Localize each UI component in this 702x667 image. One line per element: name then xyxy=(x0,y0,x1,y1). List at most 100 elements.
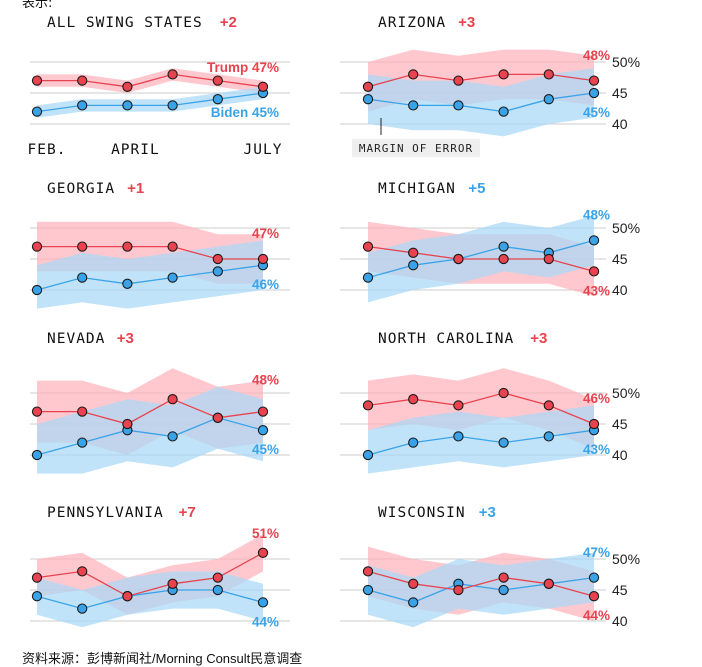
biden-point xyxy=(77,437,88,448)
trump-point xyxy=(543,400,554,411)
trump-point xyxy=(408,578,419,589)
panel-georgia: GEORGIA +1 47% 46% xyxy=(30,180,290,309)
trump-point xyxy=(122,241,133,252)
trump-point xyxy=(167,394,178,405)
lead-margin-label: +7 xyxy=(179,504,196,521)
y-tick-label: 50% xyxy=(612,54,640,70)
trump-point xyxy=(122,81,133,92)
lead-margin-label: +3 xyxy=(117,330,134,347)
biden-margin-band xyxy=(37,571,263,628)
biden-point xyxy=(362,94,374,105)
trump-end-label: 44% xyxy=(583,608,610,623)
trump-point xyxy=(167,241,178,252)
trump-point xyxy=(31,406,43,417)
source-note: 资料来源：彭博新闻社/Morning Consult民意调查 xyxy=(22,651,303,666)
trump-point xyxy=(453,75,464,86)
trump-point xyxy=(588,75,600,86)
trump-end-label: 48% xyxy=(252,373,279,388)
trump-point xyxy=(453,584,464,596)
trump-line xyxy=(367,392,595,425)
lead-margin-label: +3 xyxy=(458,14,475,31)
trump-point xyxy=(408,247,419,258)
biden-point xyxy=(408,100,419,111)
biden-point xyxy=(212,266,223,277)
x-tick-label: APRIL xyxy=(111,142,160,158)
biden-point xyxy=(588,235,600,246)
panel-north-carolina: 50% 45 40 NORTH CAROLINA +3 46% 43% xyxy=(340,330,640,474)
biden-point xyxy=(588,572,600,583)
trump-margin-band xyxy=(368,368,594,449)
panel-title: ARIZONA xyxy=(378,15,446,31)
biden-point xyxy=(453,100,464,111)
biden-margin-band xyxy=(37,240,263,309)
biden-point xyxy=(122,100,133,111)
panel-title: GEORGIA xyxy=(47,181,115,197)
trump-line xyxy=(37,73,264,88)
lead-margin-label: +5 xyxy=(468,180,485,197)
lead-margin-label: +1 xyxy=(127,180,144,197)
trump-point xyxy=(543,69,554,80)
trump-point xyxy=(362,241,374,252)
x-tick-label: FEB. xyxy=(28,142,67,158)
y-tick-label: 50% xyxy=(612,220,640,236)
trump-end-label: 46% xyxy=(583,391,610,406)
trump-line xyxy=(367,570,595,597)
biden-end-label: 48% xyxy=(583,208,610,223)
biden-point xyxy=(31,284,43,296)
trump-point xyxy=(453,400,464,411)
biden-point xyxy=(257,425,269,436)
trump-line xyxy=(367,245,595,273)
y-tick-label: 45 xyxy=(612,582,628,598)
panel-title: ALL SWING STATES xyxy=(47,15,203,31)
biden-point xyxy=(408,437,419,448)
trump-point xyxy=(167,578,178,589)
panel-michigan: 50% 45 40 MICHIGAN +5 43% 48% xyxy=(340,180,640,303)
trump-point xyxy=(122,418,133,430)
biden-line xyxy=(36,589,264,610)
biden-point xyxy=(77,100,88,111)
trump-point xyxy=(408,69,419,80)
biden-point xyxy=(362,272,374,283)
biden-point xyxy=(31,449,43,461)
panel-title: MICHIGAN xyxy=(378,181,456,197)
trump-point xyxy=(543,253,554,265)
biden-point xyxy=(167,272,178,283)
biden-end-label: 45% xyxy=(583,105,610,120)
panel-title: WISCONSIN xyxy=(378,505,466,521)
biden-point xyxy=(31,106,43,117)
biden-end-label: 44% xyxy=(252,614,279,629)
biden-point xyxy=(498,106,509,117)
biden-end-label: Biden 45% xyxy=(211,105,279,120)
trump-point xyxy=(31,572,43,583)
trump-point xyxy=(498,69,509,80)
biden-end-label: 47% xyxy=(583,545,610,560)
biden-line xyxy=(367,576,595,604)
trump-line xyxy=(367,73,595,88)
swing-state-small-multiples-chart: ALL SWING STATES +2 Trump 47% Biden 45% FEB.… xyxy=(28,14,640,629)
trump-point xyxy=(212,412,223,423)
trump-point xyxy=(257,81,269,92)
biden-margin-band xyxy=(37,86,263,118)
trump-line xyxy=(37,245,263,260)
biden-point xyxy=(362,449,374,461)
biden-point xyxy=(167,431,178,442)
biden-point xyxy=(543,94,554,105)
biden-end-label: 43% xyxy=(583,442,610,457)
biden-end-label: 45% xyxy=(252,442,279,457)
trump-end-label: Trump 47% xyxy=(207,60,279,75)
panel-title: NORTH CAROLINA xyxy=(378,331,514,347)
panel-all-swing-states: ALL SWING STATES +2 Trump 47% Biden 45% FEB.… xyxy=(28,14,290,158)
biden-point xyxy=(77,603,88,614)
panel-wisconsin: 50% 45 40 WISCONSIN +3 44% 47% xyxy=(340,504,640,629)
trump-point xyxy=(77,566,88,577)
trump-point xyxy=(588,418,600,430)
lead-margin-label: +3 xyxy=(479,504,496,521)
y-tick-label: 40 xyxy=(612,282,628,298)
biden-point xyxy=(212,94,223,105)
trump-point xyxy=(362,566,374,577)
trump-point xyxy=(362,81,374,92)
annotation-box xyxy=(352,139,480,157)
biden-point xyxy=(408,260,419,271)
trump-point xyxy=(212,572,223,583)
y-tick-label: 40 xyxy=(612,116,628,132)
